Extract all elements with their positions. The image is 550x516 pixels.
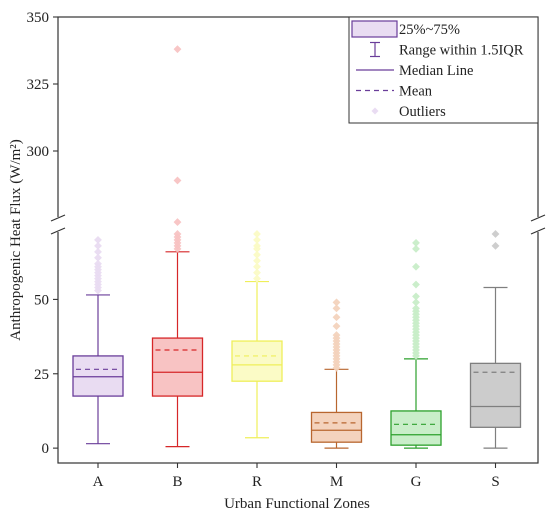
y-tick-label: 50 [34, 292, 49, 308]
outlier-point [412, 244, 420, 253]
legend-box-symbol [351, 20, 398, 38]
outlier-point [491, 230, 500, 238]
break-gap [50, 217, 66, 232]
outlier-point [412, 280, 420, 289]
outlier-point [94, 253, 102, 262]
outlier-point [253, 268, 261, 277]
y-axis-title: Anthropogenic Heat Flux (W/m²) [8, 139, 24, 341]
x-tick-label: M [330, 474, 343, 490]
y-tick-label: 25 [34, 367, 49, 383]
outlier-point [94, 259, 102, 268]
outlier-point [412, 262, 420, 271]
legend-label: Range within 1.5IQR [399, 43, 524, 59]
outlier-point [94, 235, 102, 244]
legend-outlier-symbol [371, 107, 379, 115]
box-M [310, 298, 363, 449]
box-A [72, 235, 124, 445]
break-slash [50, 214, 66, 222]
outlier-point [173, 45, 182, 54]
outlier-point [412, 238, 420, 247]
boxes [72, 45, 522, 449]
outlier-point [253, 256, 261, 265]
x-tick-label: A [93, 474, 104, 490]
iqr-box [231, 340, 283, 382]
plot-border [57, 16, 539, 464]
outlier-point [491, 241, 500, 250]
outlier-point [253, 235, 261, 244]
break-slash [530, 227, 546, 235]
iqr-box [151, 337, 204, 397]
iqr-box [310, 411, 363, 443]
outlier-point [332, 298, 341, 307]
outlier-point [412, 292, 420, 301]
x-tick-label: R [252, 474, 262, 490]
legend-label: Median Line [399, 63, 474, 79]
plot-frame [57, 16, 539, 464]
box-B [151, 45, 204, 448]
outlier-point [412, 298, 420, 307]
x-tick-label: S [491, 474, 499, 490]
outlier-point [173, 218, 182, 227]
legend-label: Outliers [399, 104, 446, 120]
outlier-point [94, 247, 102, 256]
outlier-point [332, 313, 341, 322]
outlier-point [173, 230, 182, 238]
x-tick-label: G [411, 474, 422, 490]
outlier-point [412, 304, 420, 313]
outlier-point [94, 241, 102, 250]
outlier-point [173, 176, 182, 185]
outlier-point [332, 322, 341, 331]
box-G [390, 238, 442, 449]
x-tick-label: B [172, 474, 182, 490]
outlier-point [253, 274, 261, 283]
box-S [469, 230, 522, 449]
outlier-point [332, 304, 341, 313]
iqr-box [390, 410, 442, 446]
outlier-point [253, 230, 261, 238]
y-tick-label: 0 [42, 441, 50, 457]
x-axis-title: Urban Functional Zones [224, 496, 370, 512]
outlier-point [253, 262, 261, 271]
legend: 25%~75% Range within 1.5IQR Median Line Mea… [348, 16, 539, 124]
outlier-point [253, 241, 261, 250]
outlier-point [253, 250, 261, 259]
y-axis: 0 25 50 300 325 350 [27, 10, 58, 457]
axis-break-marks [50, 214, 546, 235]
iqr-box [72, 355, 124, 397]
legend-label: 25%~75% [399, 22, 460, 38]
y-tick-label: 300 [27, 144, 50, 160]
box-R [231, 230, 283, 439]
outlier-point [332, 331, 341, 340]
legend-label: Mean [399, 84, 433, 100]
break-slash [530, 214, 546, 222]
y-tick-label: 350 [27, 10, 50, 26]
iqr-box [469, 362, 522, 428]
break-slash [50, 227, 66, 235]
break-gap [530, 217, 546, 232]
y-tick-label: 325 [27, 77, 50, 93]
